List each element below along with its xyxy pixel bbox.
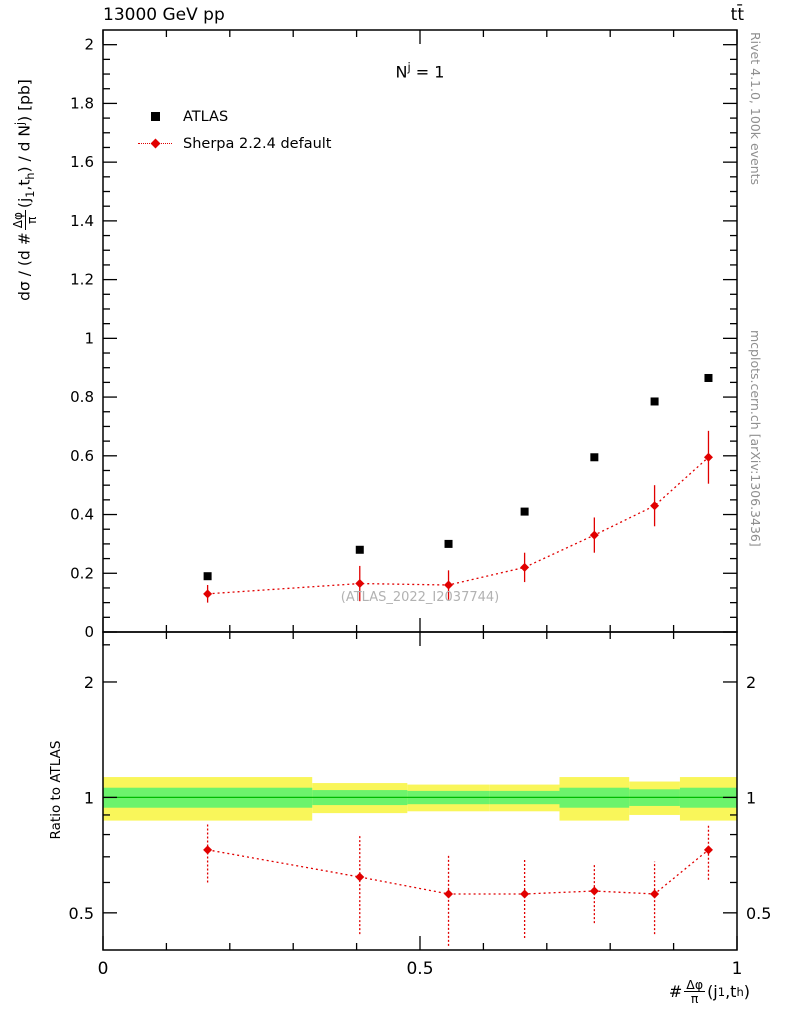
y-axis-tick-label: 0 — [84, 623, 94, 641]
x-axis-title: # Δφ π (j 1 ,t h) — [669, 978, 750, 1005]
ratio-tick-label: 1 — [84, 788, 94, 807]
legend-label-atlas: ATLAS — [183, 108, 229, 125]
red-diamond-icon — [150, 138, 160, 149]
delta-phi-numerator: Δφ — [11, 210, 26, 231]
y-axis-tick-label: 0.8 — [70, 388, 94, 406]
ratio-tick-label: 2 — [84, 673, 94, 692]
y-axis-tick-label: 1.4 — [70, 212, 94, 230]
y-axis-tick-label: 0.6 — [70, 447, 94, 465]
mcplots-reference-label: mcplots.cern.ch [arXiv:1306.3436] — [748, 330, 763, 547]
xlabel-pre: # — [668, 982, 683, 1002]
ylabel-close: ) / d N — [15, 125, 34, 173]
analysis-watermark: (ATLAS_2022_I2037744) — [340, 590, 500, 605]
y-axis-tick-label: 0.4 — [70, 506, 94, 524]
ylabel-end: ) [pb] — [15, 79, 34, 122]
y-axis-title: dσ / (d # Δφ π (j1,th) / d Nj) [pb] — [11, 20, 42, 360]
legend-item-atlas: ATLAS — [138, 103, 332, 130]
y-axis-tick-label: 1.8 — [70, 94, 94, 112]
delta-phi-over-pi-fraction: Δφ π — [684, 977, 706, 1007]
ratio-tick-label: 0.5 — [69, 904, 94, 923]
y-axis-tick-label: 0.2 — [70, 564, 94, 582]
ratio-point — [203, 845, 213, 855]
xlabel-tsub: h — [736, 984, 744, 999]
annot-sup: j — [407, 60, 411, 74]
ratio-line — [207, 849, 709, 895]
sherpa-point — [650, 501, 660, 511]
ratio-tick-label: 2 — [746, 673, 756, 692]
xlabel-tpart: ,t — [725, 982, 737, 1002]
atlas-point — [650, 397, 659, 406]
xlabel-jsub: 1 — [717, 984, 726, 999]
sherpa-point — [589, 530, 599, 540]
rivet-version-label: Rivet 4.1.0, 100k events — [748, 32, 763, 186]
sherpa-point — [444, 580, 454, 590]
y-axis-tick-label: 1.6 — [70, 153, 94, 171]
sherpa-line — [207, 456, 709, 595]
black-square-icon — [150, 112, 160, 121]
ratio-tick-label: 1 — [746, 788, 756, 807]
legend: ATLAS Sherpa 2.2.4 default — [138, 103, 332, 157]
collision-energy-label: 13000 GeV pp — [103, 5, 225, 25]
ratio-point — [520, 889, 530, 899]
delta-phi-over-pi-fraction: Δφ π — [11, 210, 39, 231]
ratio-point — [650, 889, 660, 899]
ratio-tick-label: 0.5 — [746, 904, 771, 923]
annot-eq: = 1 — [410, 62, 445, 82]
y-axis-tick-label: 2 — [84, 36, 94, 54]
ratio-point — [703, 845, 713, 855]
sherpa-point — [520, 562, 530, 572]
y-axis-tick-label: 1 — [84, 329, 94, 347]
annot-base: N — [395, 62, 408, 82]
atlas-point — [520, 507, 529, 516]
legend-label-sherpa: Sherpa 2.2.4 default — [183, 135, 332, 152]
x-axis-tick-label: 1 — [732, 959, 743, 979]
pi-denominator: π — [24, 216, 39, 224]
ylabel-nsup: j — [13, 121, 27, 126]
ylabel-tsub: h — [23, 172, 37, 180]
ratio-point — [589, 886, 599, 896]
xlabel-jopen: (j — [707, 982, 718, 1002]
ylabel-tpart: ,t — [15, 179, 34, 191]
atlas-point — [590, 453, 599, 462]
ratio-panel-frame — [102, 631, 738, 951]
sherpa-point — [703, 452, 713, 462]
process-label: tt̄ — [730, 5, 744, 25]
x-axis-tick-label: 0.5 — [406, 959, 433, 979]
atlas-point — [355, 545, 364, 554]
jet-multiplicity-label: Nj = 1 — [103, 60, 737, 81]
ratio-point — [355, 872, 365, 882]
delta-phi-numerator: Δφ — [684, 977, 706, 993]
ratio-point — [444, 889, 454, 899]
ylabel-jopen: (j — [15, 197, 34, 209]
atlas-point — [704, 373, 713, 382]
xlabel-close: ) — [743, 982, 750, 1002]
x-axis-tick-label: 0 — [98, 959, 109, 979]
pi-denominator: π — [690, 991, 699, 1007]
sherpa-point — [355, 579, 365, 589]
legend-item-sherpa: Sherpa 2.2.4 default — [138, 130, 332, 157]
y-axis-tick-label: 1.2 — [70, 271, 94, 289]
atlas-square-marker — [138, 111, 172, 123]
atlas-point — [444, 539, 453, 548]
sherpa-diamond-marker — [138, 138, 172, 150]
ylabel-pre: dσ / (d # — [15, 232, 34, 301]
sherpa-point — [203, 589, 213, 599]
ylabel-jsub: 1 — [23, 190, 37, 198]
atlas-point — [203, 572, 212, 581]
ratio-axis-title: Ratio to ATLAS — [48, 740, 64, 840]
